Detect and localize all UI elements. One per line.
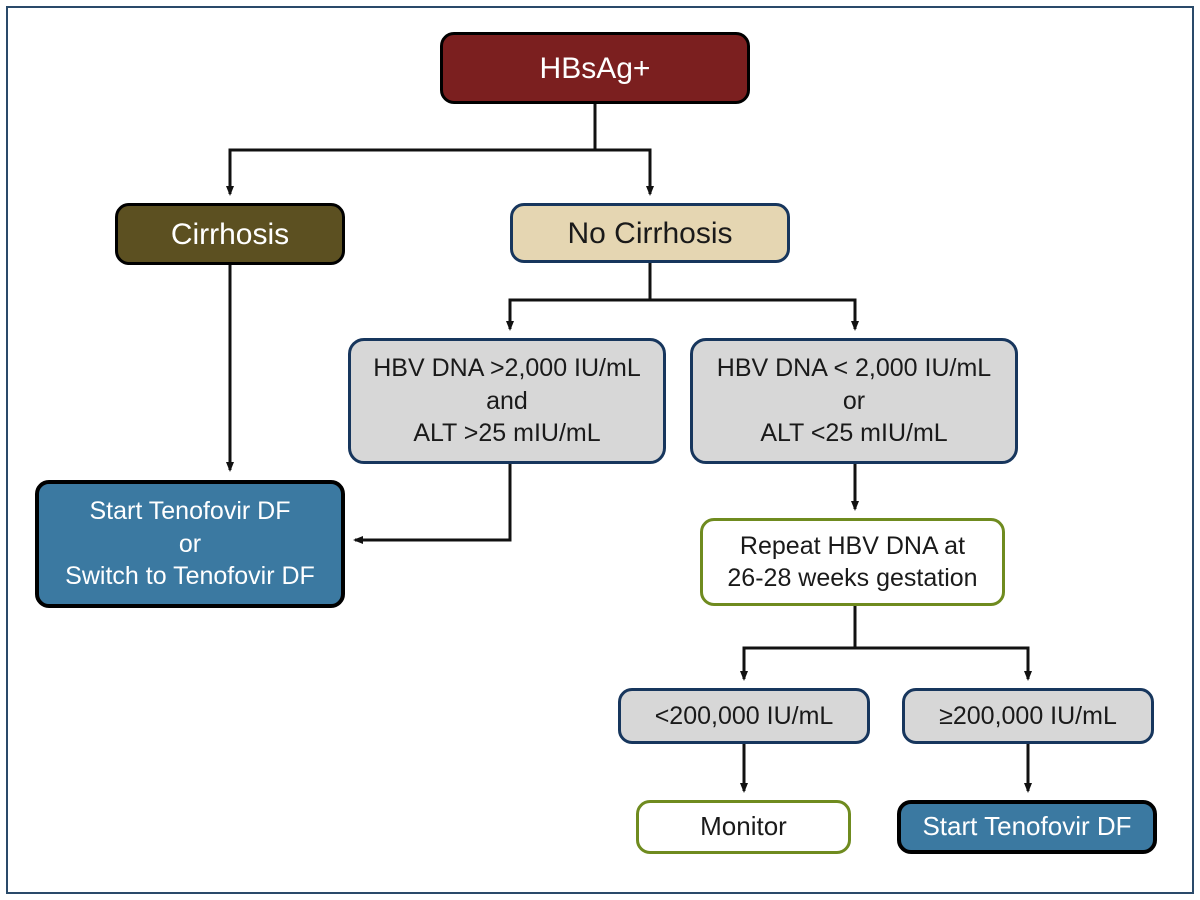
node-label: Cirrhosis — [171, 215, 289, 254]
node-ge-200k: ≥200,000 IU/mL — [902, 688, 1154, 744]
node-label: <200,000 IU/mL — [655, 700, 834, 733]
node-start-tdf: Start Tenofovir DF — [897, 800, 1157, 854]
node-hbsag: HBsAg+ — [440, 32, 750, 104]
node-label: No Cirrhosis — [567, 214, 732, 253]
node-label: Start Tenofovir DF — [922, 810, 1131, 844]
node-repeat-hbv: Repeat HBV DNA at 26-28 weeks gestation — [700, 518, 1005, 606]
node-cirrhosis: Cirrhosis — [115, 203, 345, 265]
node-monitor: Monitor — [636, 800, 851, 854]
node-label: HBV DNA >2,000 IU/mL and ALT >25 mIU/mL — [373, 352, 640, 450]
node-hbv-low: HBV DNA < 2,000 IU/mL or ALT <25 mIU/mL — [690, 338, 1018, 464]
node-hbv-high: HBV DNA >2,000 IU/mL and ALT >25 mIU/mL — [348, 338, 666, 464]
node-lt-200k: <200,000 IU/mL — [618, 688, 870, 744]
node-label: ≥200,000 IU/mL — [939, 700, 1117, 733]
node-label: Monitor — [700, 810, 787, 844]
flowchart-canvas: HBsAg+ Cirrhosis No Cirrhosis HBV DNA >2… — [0, 0, 1200, 900]
node-label: HBV DNA < 2,000 IU/mL or ALT <25 mIU/mL — [717, 352, 991, 450]
node-no-cirrhosis: No Cirrhosis — [510, 203, 790, 263]
node-start-or-switch: Start Tenofovir DF or Switch to Tenofovi… — [35, 480, 345, 608]
node-label: HBsAg+ — [540, 49, 651, 88]
node-label: Repeat HBV DNA at 26-28 weeks gestation — [727, 530, 977, 595]
node-label: Start Tenofovir DF or Switch to Tenofovi… — [65, 495, 315, 593]
